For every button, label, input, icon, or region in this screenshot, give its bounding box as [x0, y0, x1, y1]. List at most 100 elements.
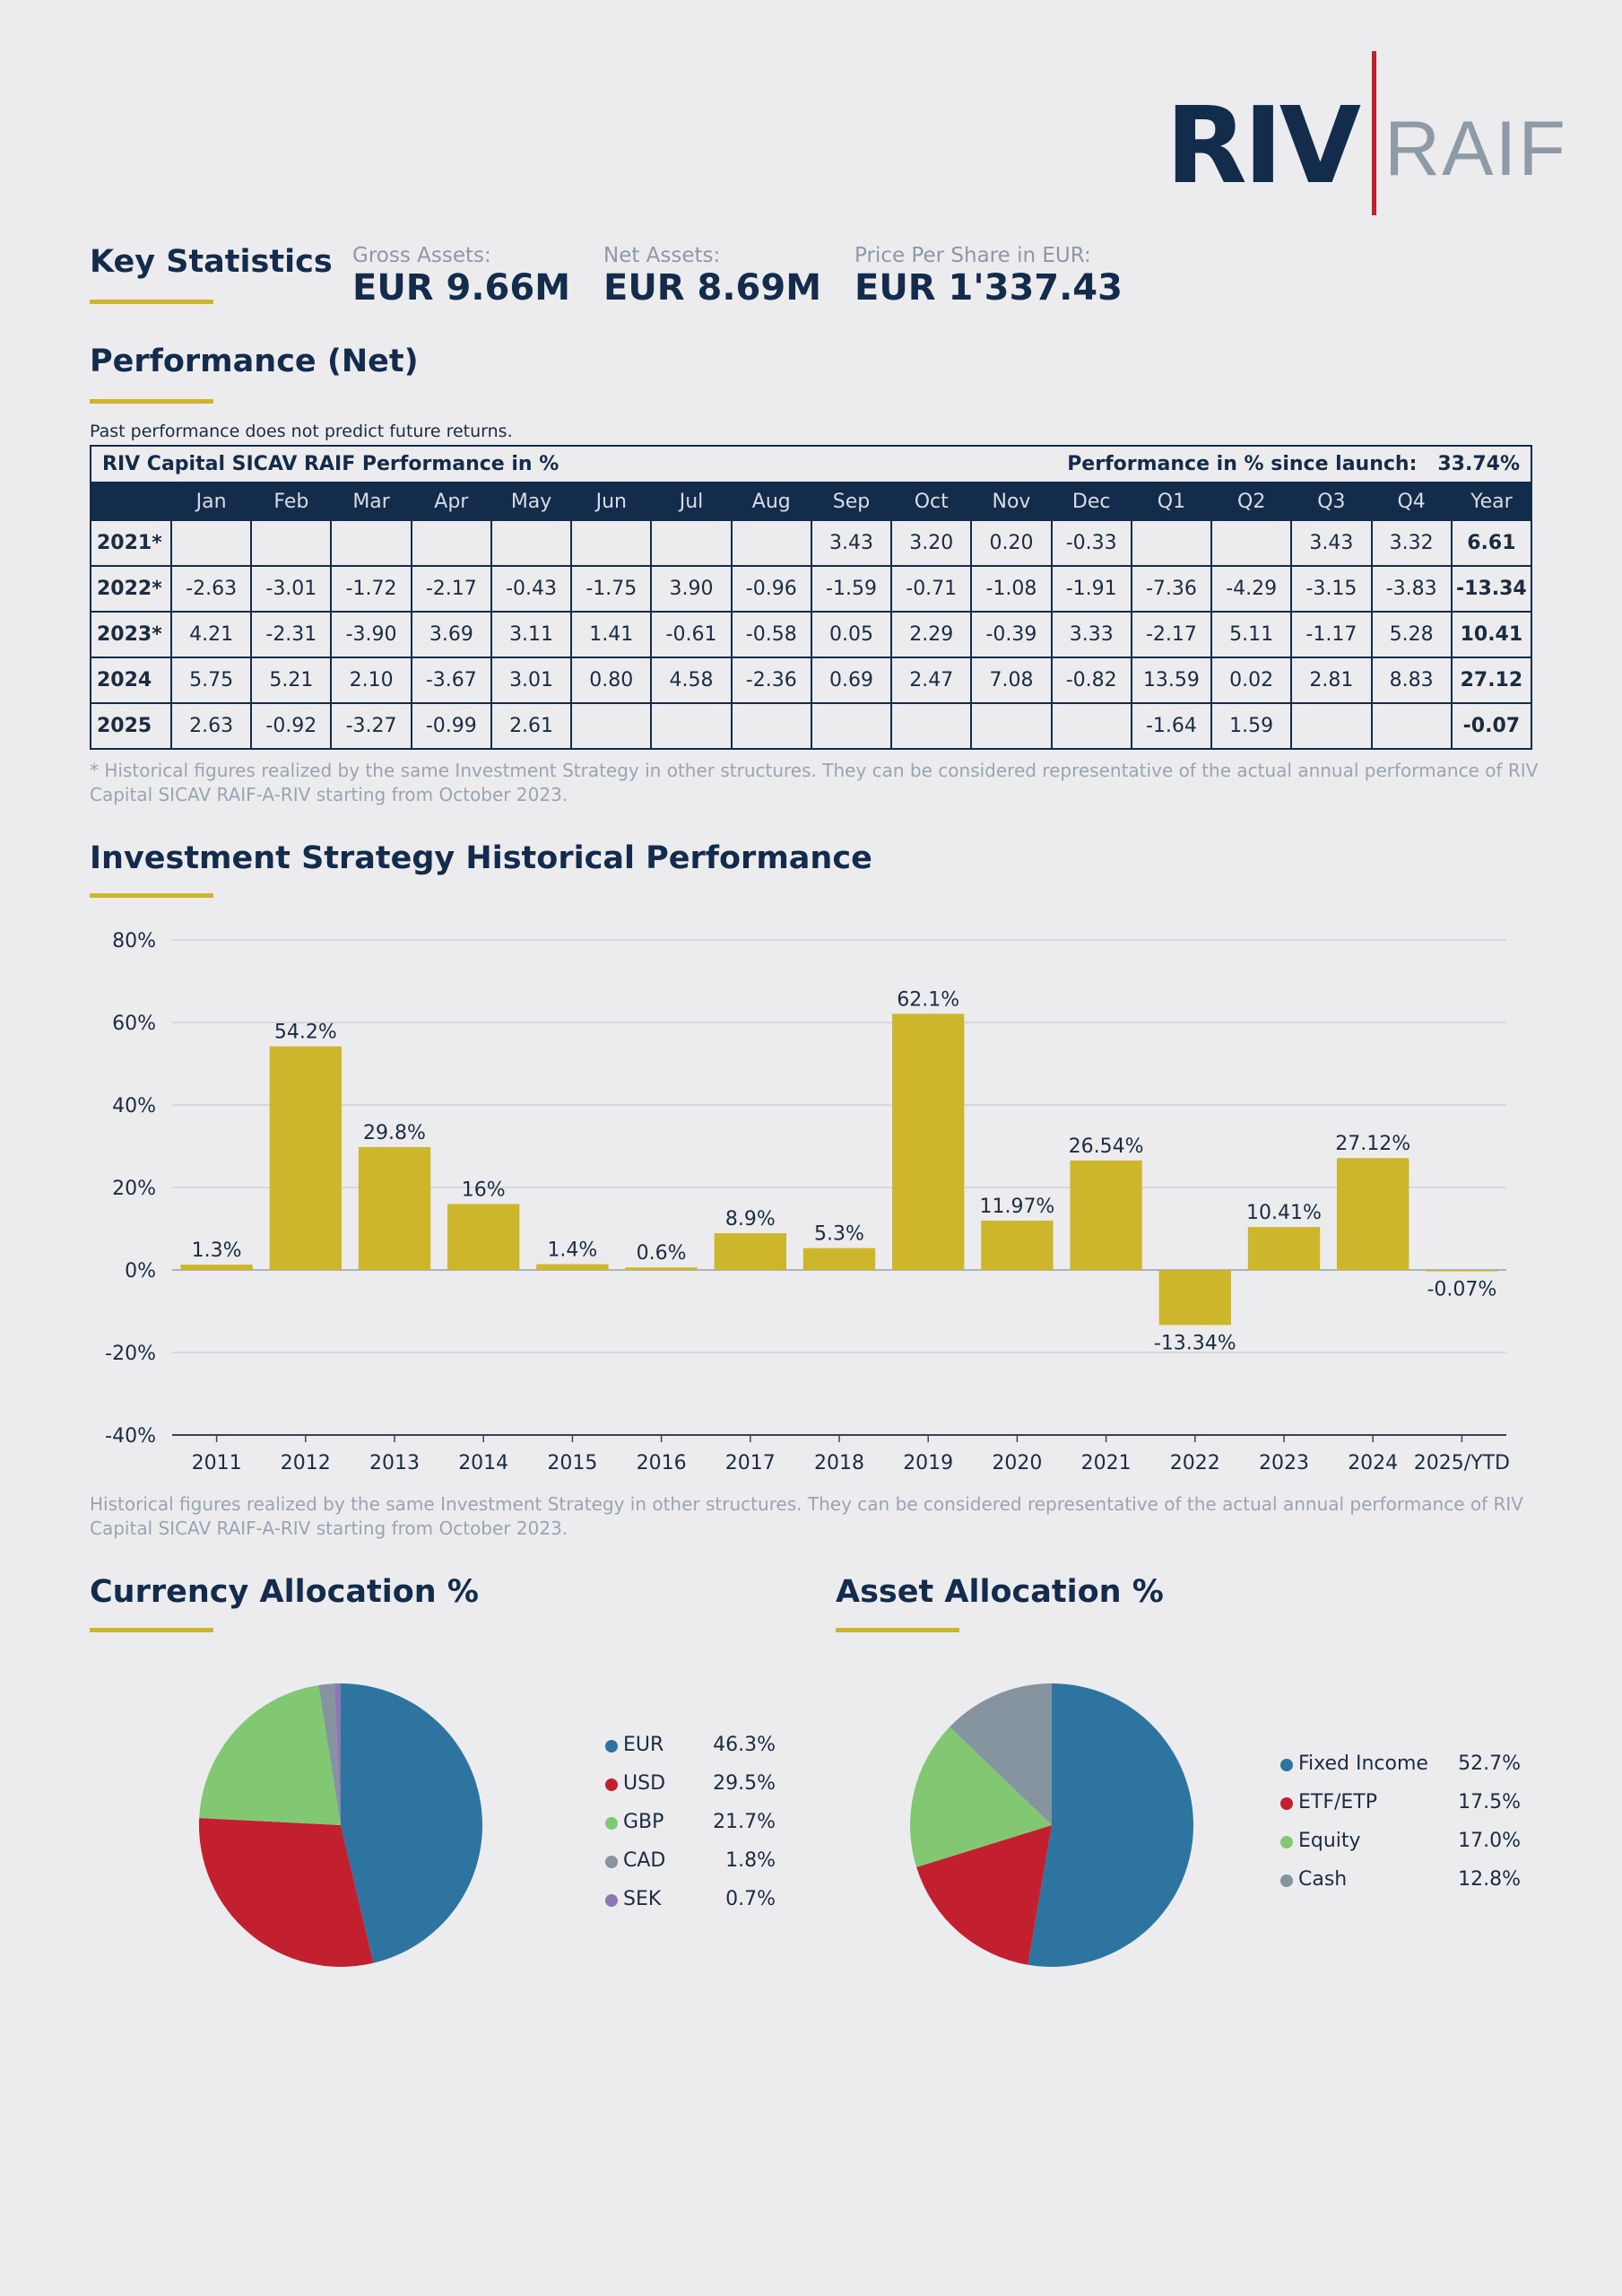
legend-dot: [1280, 1874, 1293, 1887]
legend-item: GBP 21.7%: [605, 1811, 776, 1838]
table-cell: 3.43: [810, 519, 893, 567]
table-cell: -2.31: [250, 611, 333, 658]
table-cell: [730, 519, 812, 567]
x-tick-label: 2025/YTD: [1414, 1452, 1510, 1474]
table-cell: [570, 519, 653, 567]
column-header: Q1: [1130, 482, 1213, 521]
table-cell: -3.01: [250, 565, 333, 613]
table-cell: -3.90: [330, 611, 412, 658]
legend-value: 52.7%: [1458, 1752, 1521, 1775]
riv-raif-logo: RIV RAIF: [1166, 49, 1566, 220]
pie-slice-etf-etp: [916, 1825, 1052, 1965]
currency-allocation-title: Currency Allocation %: [90, 1574, 479, 1610]
y-tick-label: 40%: [112, 1095, 156, 1118]
legend-value: 12.8%: [1458, 1868, 1521, 1891]
legend-value: 0.7%: [725, 1888, 776, 1910]
since-launch-label: Performance in % since launch:: [1067, 453, 1418, 475]
table-cell: -7.36: [1130, 565, 1213, 613]
legend-value: 17.5%: [1458, 1791, 1521, 1813]
table-cell: 4.58: [650, 657, 733, 704]
y-tick-label: 60%: [112, 1013, 156, 1035]
net-assets-label: Net Assets:: [603, 244, 721, 267]
table-cell: 3.01: [490, 657, 573, 704]
table-cell: -2.36: [730, 657, 812, 704]
x-tick-label: 2024: [1348, 1452, 1398, 1474]
bar-value-label: 11.97%: [979, 1196, 1054, 1218]
x-tick-label: 2012: [281, 1452, 331, 1474]
bar-2012: [269, 1046, 342, 1270]
x-tick-label: 2021: [1081, 1452, 1132, 1474]
table-cell: 3.69: [410, 611, 492, 658]
legend-item: USD 29.5%: [605, 1772, 776, 1799]
table-cell: 0.05: [810, 611, 893, 658]
table-cell: -13.34: [1450, 565, 1533, 613]
bar-value-label: 29.8%: [363, 1122, 426, 1144]
table-row: 2024 5.75 5.21 2.10 -3.67 3.01 0.80 4.58 -2.36 0.…: [90, 657, 1533, 704]
bar-value-label: 16%: [462, 1178, 506, 1201]
table-cell: -0.61: [650, 611, 733, 658]
legend-label: EUR: [623, 1734, 664, 1756]
bar-2020: [981, 1220, 1054, 1270]
x-tick-label: 2018: [814, 1452, 864, 1474]
logo-riv-text: RIV: [1166, 83, 1361, 207]
table-cell: [1210, 519, 1293, 567]
x-tick-label: 2023: [1259, 1452, 1309, 1474]
table-row: 2022* -2.63 -3.01 -1.72 -2.17 -0.43 -1.75 3.90-…: [90, 565, 1533, 613]
table-row: 2025 2.63 -0.92 -3.27 -0.99 2.61 -1.64 1.59 -0.0…: [90, 702, 1533, 750]
table-cell: -1.17: [1290, 611, 1373, 658]
legend-label: GBP: [623, 1811, 664, 1833]
column-header: Mar: [330, 482, 412, 521]
table-cell: -1.91: [1050, 565, 1132, 613]
table-cell: 2.81: [1290, 657, 1373, 704]
column-header: Jan: [169, 482, 253, 521]
since-launch-value: 33.74%: [1437, 453, 1520, 475]
title-underline: [836, 1628, 959, 1632]
table-cell: 0.20: [970, 519, 1053, 567]
column-header: [90, 482, 172, 521]
table-cell: [650, 702, 733, 750]
column-header: Apr: [410, 482, 492, 521]
x-tick-label: 2019: [903, 1452, 953, 1474]
net-assets-value: EUR 8.69M: [603, 267, 822, 309]
logo-divider: [1372, 51, 1376, 215]
legend-value: 1.8%: [725, 1849, 776, 1872]
table-cell: 2.10: [330, 657, 412, 704]
title-underline: [90, 893, 213, 898]
historical-footnote: Historical figures realized by the same …: [90, 1493, 1523, 1539]
bar-2023: [1247, 1227, 1321, 1270]
legend-dot: [1280, 1759, 1293, 1771]
bar-2018: [802, 1248, 876, 1270]
legend-dot: [1280, 1797, 1293, 1810]
table-title: RIV Capital SICAV RAIF Performance in %: [102, 453, 559, 475]
legend-item: ETF/ETP 17.5%: [1280, 1791, 1521, 1818]
row-year-cell: 2024: [90, 657, 172, 704]
x-tick-label: 2022: [1170, 1452, 1220, 1474]
table-cell: -0.39: [970, 611, 1053, 658]
table-cell: 27.12: [1450, 657, 1533, 704]
column-header: Feb: [250, 482, 333, 521]
bar-2024: [1337, 1158, 1409, 1270]
column-header: Q3: [1290, 482, 1373, 521]
table-cell: -2.17: [410, 565, 492, 613]
gross-assets-value: EUR 9.66M: [352, 267, 571, 309]
table-cell: [169, 519, 253, 567]
row-year-cell: 2023*: [90, 611, 172, 658]
table-cell: 3.20: [890, 519, 973, 567]
y-tick-label: -40%: [105, 1425, 156, 1448]
row-year-cell: 2022*: [90, 565, 172, 613]
logo-raif-text: RAIF: [1384, 106, 1567, 192]
asset-allocation-title: Asset Allocation %: [836, 1574, 1164, 1610]
gross-assets-label: Gross Assets:: [352, 244, 491, 267]
table-cell: -2.63: [169, 565, 253, 613]
title-underline: [90, 399, 213, 404]
table-cell: -1.72: [330, 565, 412, 613]
row-year-cell: 2025: [90, 702, 172, 750]
legend-dot: [605, 1894, 618, 1907]
table-cell: [1050, 702, 1132, 750]
legend-item: CAD 1.8%: [605, 1849, 776, 1876]
table-cell: 0.80: [570, 657, 653, 704]
table-cell: -3.27: [330, 702, 412, 750]
table-cell: 2.47: [890, 657, 973, 704]
pie-slice-cad: [318, 1683, 341, 1825]
bar-2021: [1070, 1160, 1142, 1270]
